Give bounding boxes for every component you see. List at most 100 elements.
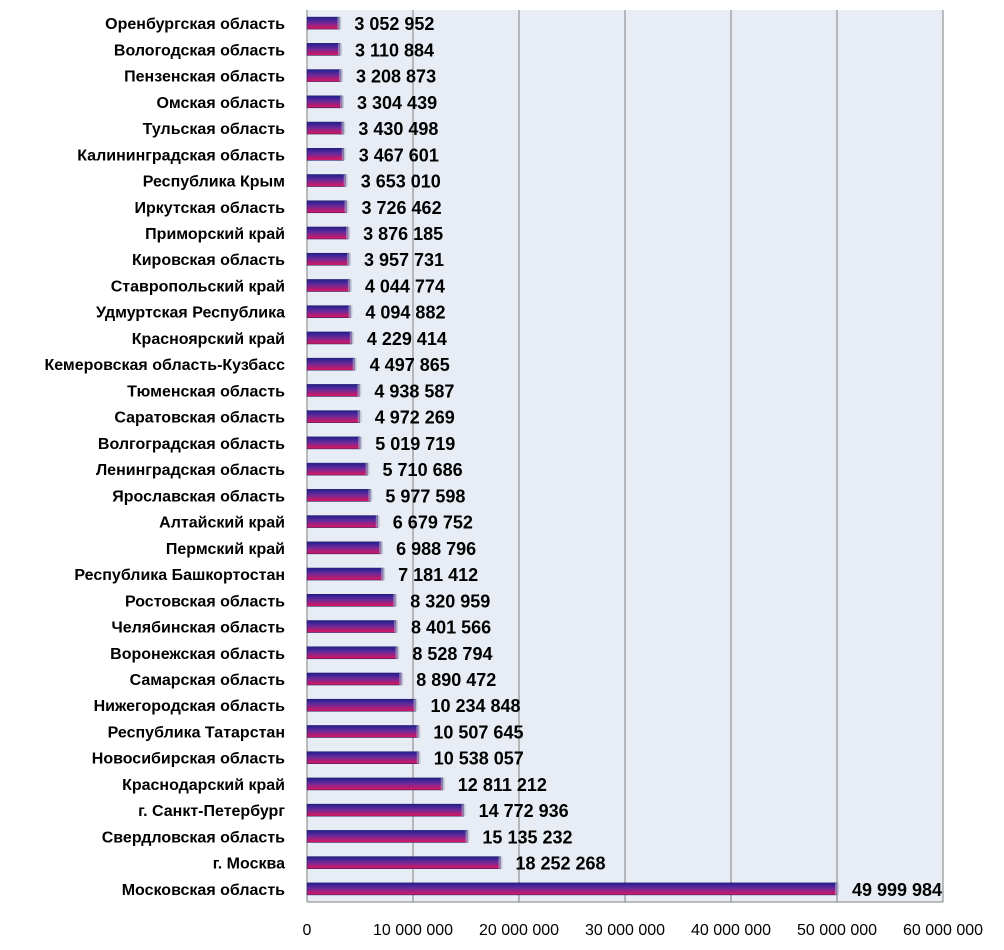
category-label: Тульская область (143, 121, 285, 138)
category-label: Краснодарский край (122, 777, 285, 794)
bar-end-cap (341, 122, 346, 135)
bar-end-cap (341, 148, 346, 161)
bar (306, 305, 351, 319)
bar (306, 489, 371, 502)
data-label: 10 507 645 (433, 722, 523, 742)
bar (306, 620, 397, 633)
category-label: Свердловская область (102, 829, 285, 846)
bar-end-cap (399, 673, 404, 685)
category-label: Ярославская область (112, 488, 285, 505)
value-labels: 3 052 952 3 110 884 3 208 873 3 304 439 3 43… (354, 14, 942, 900)
category-label: Нижегородская область (94, 698, 286, 715)
category-label: Волгоградская область (98, 436, 285, 453)
data-label: 7 181 412 (398, 565, 478, 585)
bar-end-cap (349, 331, 354, 344)
bar (306, 331, 353, 345)
bar-end-cap (343, 174, 348, 187)
data-label: 6 988 796 (396, 539, 476, 559)
bar-end-cap (381, 568, 386, 581)
bar-end-cap (368, 489, 373, 502)
bars (306, 16, 839, 896)
category-label: Воронежская область (110, 646, 285, 663)
x-tick-label: 60 000 000 (903, 922, 983, 939)
bar (306, 121, 344, 135)
bar (306, 200, 347, 214)
x-tick-label: 30 000 000 (585, 922, 665, 939)
data-label: 3 052 952 (354, 14, 434, 34)
bar-end-cap (340, 95, 345, 108)
data-label: 49 999 984 (852, 880, 942, 900)
x-axis-ticks: 0 10 000 000 20 000 000 30 000 000 40 000 00… (303, 922, 984, 939)
x-tick-label: 10 000 000 (373, 922, 453, 939)
data-label: 8 401 566 (411, 618, 491, 638)
category-label: Кировская область (132, 252, 285, 269)
data-label: 8 890 472 (416, 670, 496, 690)
bar-end-cap (375, 515, 380, 528)
bar (306, 856, 501, 869)
category-label: Кемеровская область-Кузбасс (44, 357, 285, 374)
bar-end-cap (440, 777, 445, 790)
data-label: 3 304 439 (357, 93, 437, 113)
bar-end-cap (465, 830, 470, 843)
data-label: 4 044 774 (365, 276, 445, 296)
bar (306, 593, 396, 607)
bar (306, 515, 379, 528)
category-label: Республика Татарстан (108, 724, 285, 741)
data-label: 8 320 959 (410, 591, 490, 611)
bar (306, 252, 350, 266)
data-label: 12 811 212 (458, 775, 547, 795)
category-label: Ленинградская область (96, 462, 285, 479)
category-label: Новосибирская область (92, 751, 285, 768)
category-label: Алтайский край (159, 515, 285, 532)
category-labels: Оренбургская область Вологодская область П… (44, 16, 285, 899)
bar (306, 777, 444, 791)
category-label: Ставропольский край (111, 278, 285, 295)
category-label: Пермский край (166, 541, 285, 558)
x-tick-label: 0 (303, 922, 312, 939)
bar-end-cap (394, 620, 399, 633)
bar-end-cap (339, 69, 344, 82)
data-label: 8 528 794 (412, 644, 492, 664)
bar (306, 882, 838, 896)
bar (306, 43, 341, 56)
bar-end-cap (834, 882, 839, 895)
category-label: г. Москва (213, 856, 285, 873)
bar-end-cap (357, 384, 362, 397)
bar (306, 95, 343, 109)
data-label: 4 094 882 (365, 303, 445, 323)
data-label: 5 019 719 (375, 434, 455, 454)
data-label: 3 467 601 (359, 145, 439, 165)
bar (306, 279, 351, 292)
bar (306, 751, 420, 765)
data-label: 3 957 731 (364, 250, 444, 270)
bar-end-cap (346, 227, 351, 239)
category-label: Московская область (122, 882, 285, 899)
bar (306, 672, 402, 686)
category-label: Пензенская область (124, 69, 285, 86)
data-label: 3 876 185 (363, 224, 443, 244)
data-label: 14 772 936 (479, 801, 569, 821)
category-label: Республика Башкортостан (74, 567, 285, 584)
data-label: 3 726 462 (362, 198, 442, 218)
data-label: 3 430 498 (358, 119, 438, 139)
bar (306, 567, 384, 581)
bar (306, 357, 355, 371)
data-label: 5 710 686 (383, 460, 463, 480)
category-label: Омская область (156, 95, 285, 112)
data-label: 4 972 269 (375, 408, 455, 428)
category-label: Иркутская область (135, 200, 286, 217)
bar-end-cap (461, 804, 466, 817)
bar (306, 384, 360, 397)
bar (306, 436, 361, 450)
bar (306, 69, 342, 82)
bar-end-cap (498, 856, 503, 869)
bar (306, 147, 345, 161)
data-label: 18 252 268 (515, 854, 605, 874)
bar (306, 646, 398, 660)
data-label: 4 938 587 (374, 381, 454, 401)
bar (306, 226, 349, 240)
bar (306, 462, 368, 476)
bar-end-cap (358, 436, 363, 449)
bar-end-cap (347, 279, 352, 292)
